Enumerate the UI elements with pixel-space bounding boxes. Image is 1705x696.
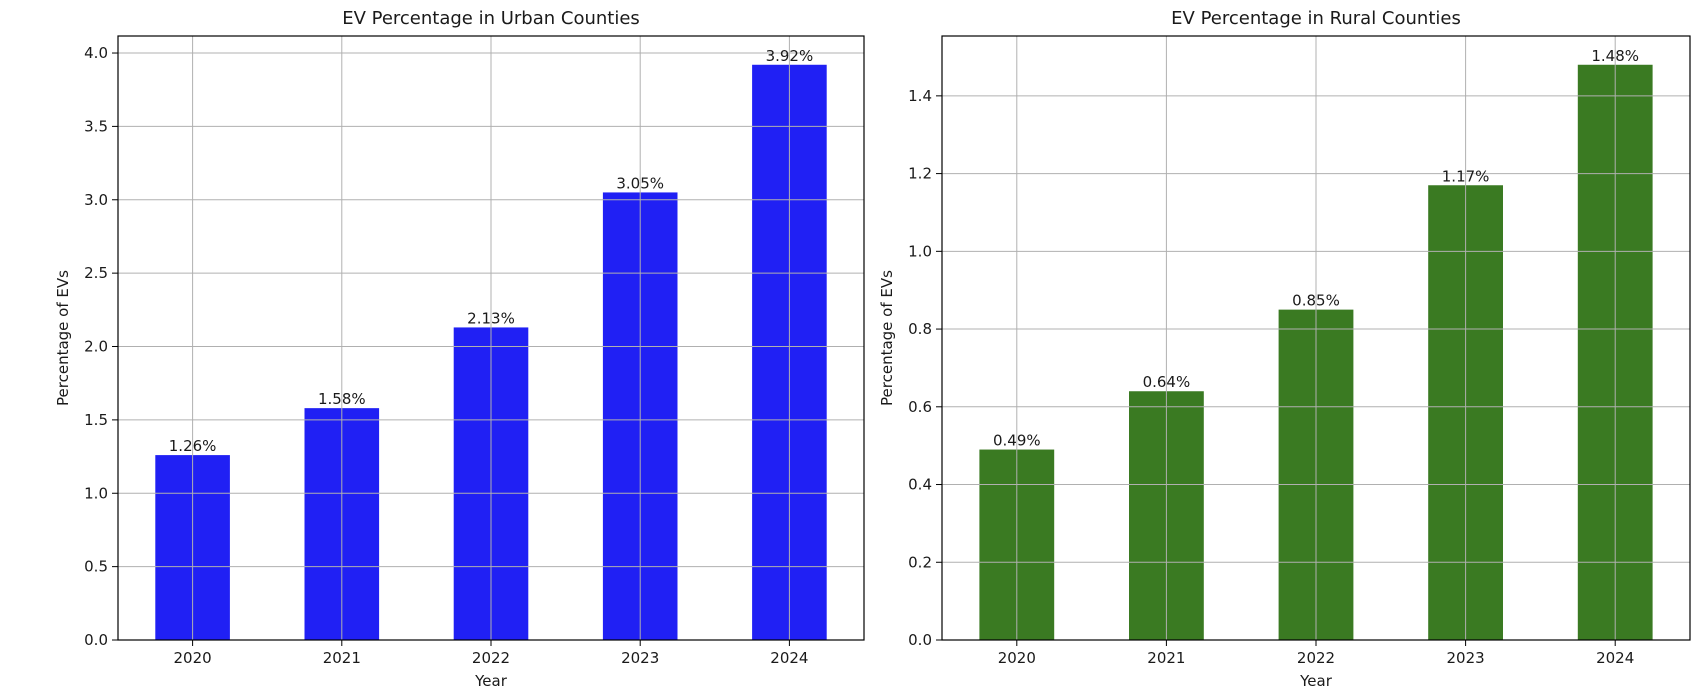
rural-chart-panel: 0.0 0.2 0.4 0.6 0.8 1.0 1.2 1.4 2020 2021 2022 2023…	[878, 8, 1691, 690]
urban-data-label: 1.58%	[318, 390, 366, 408]
urban-ytick-label: 4.0	[84, 44, 108, 62]
urban-data-label: 3.05%	[616, 174, 664, 192]
rural-xtick-label: 2023	[1447, 649, 1485, 667]
rural-ytick-label: 0.0	[908, 631, 932, 649]
urban-x-axis-label: Year	[474, 672, 508, 690]
rural-y-axis-label: Percentage of EVs	[878, 270, 896, 406]
rural-data-label: 1.48%	[1591, 47, 1639, 65]
rural-ytick-label: 0.8	[908, 320, 932, 338]
rural-ytick-label: 0.2	[908, 553, 932, 571]
rural-ytick-label: 0.4	[908, 476, 932, 494]
rural-data-label: 0.85%	[1292, 292, 1340, 310]
rural-x-axis-label: Year	[1299, 672, 1333, 690]
rural-data-label: 0.64%	[1143, 373, 1191, 391]
rural-data-label: 0.49%	[993, 432, 1041, 450]
rural-ytick-label: 0.6	[908, 398, 932, 416]
urban-axes-frame	[117, 35, 865, 641]
rural-xtick-label: 2021	[1147, 649, 1185, 667]
urban-xtick-label: 2022	[472, 649, 510, 667]
rural-chart-title: EV Percentage in Rural Counties	[1171, 8, 1461, 29]
urban-data-label: 3.92%	[766, 47, 814, 65]
urban-ytick-label: 3.0	[84, 191, 108, 209]
rural-xtick-label: 2022	[1297, 649, 1335, 667]
urban-ytick-label: 1.0	[84, 484, 108, 502]
urban-ytick-label: 0.5	[84, 558, 108, 576]
rural-data-label: 1.17%	[1442, 167, 1490, 185]
urban-ytick-label: 1.5	[84, 411, 108, 429]
urban-y-axis-label: Percentage of EVs	[54, 270, 72, 406]
urban-chart-title: EV Percentage in Urban Counties	[342, 8, 640, 29]
urban-ytick-label: 3.5	[84, 117, 108, 135]
urban-data-label: 1.26%	[169, 437, 217, 455]
urban-ytick-label: 2.0	[84, 338, 108, 356]
urban-xtick-label: 2021	[323, 649, 361, 667]
rural-ytick-label: 1.4	[908, 87, 932, 105]
urban-xtick-label: 2020	[174, 649, 212, 667]
urban-ytick-label: 0.0	[84, 631, 108, 649]
urban-data-label: 2.13%	[467, 309, 515, 327]
rural-ytick-label: 1.0	[908, 242, 932, 260]
urban-ytick-label: 2.5	[84, 264, 108, 282]
rural-ytick-label: 1.2	[908, 165, 932, 183]
rural-xtick-label: 2020	[998, 649, 1036, 667]
rural-axes-frame	[941, 35, 1691, 641]
urban-chart-panel: 0.0 0.5 1.0 1.5 2.0 2.5 3.0 3.5 4.0 2020 2021 2022 2…	[54, 8, 865, 690]
urban-xtick-label: 2024	[770, 649, 808, 667]
urban-xtick-label: 2023	[621, 649, 659, 667]
rural-xtick-label: 2024	[1596, 649, 1634, 667]
